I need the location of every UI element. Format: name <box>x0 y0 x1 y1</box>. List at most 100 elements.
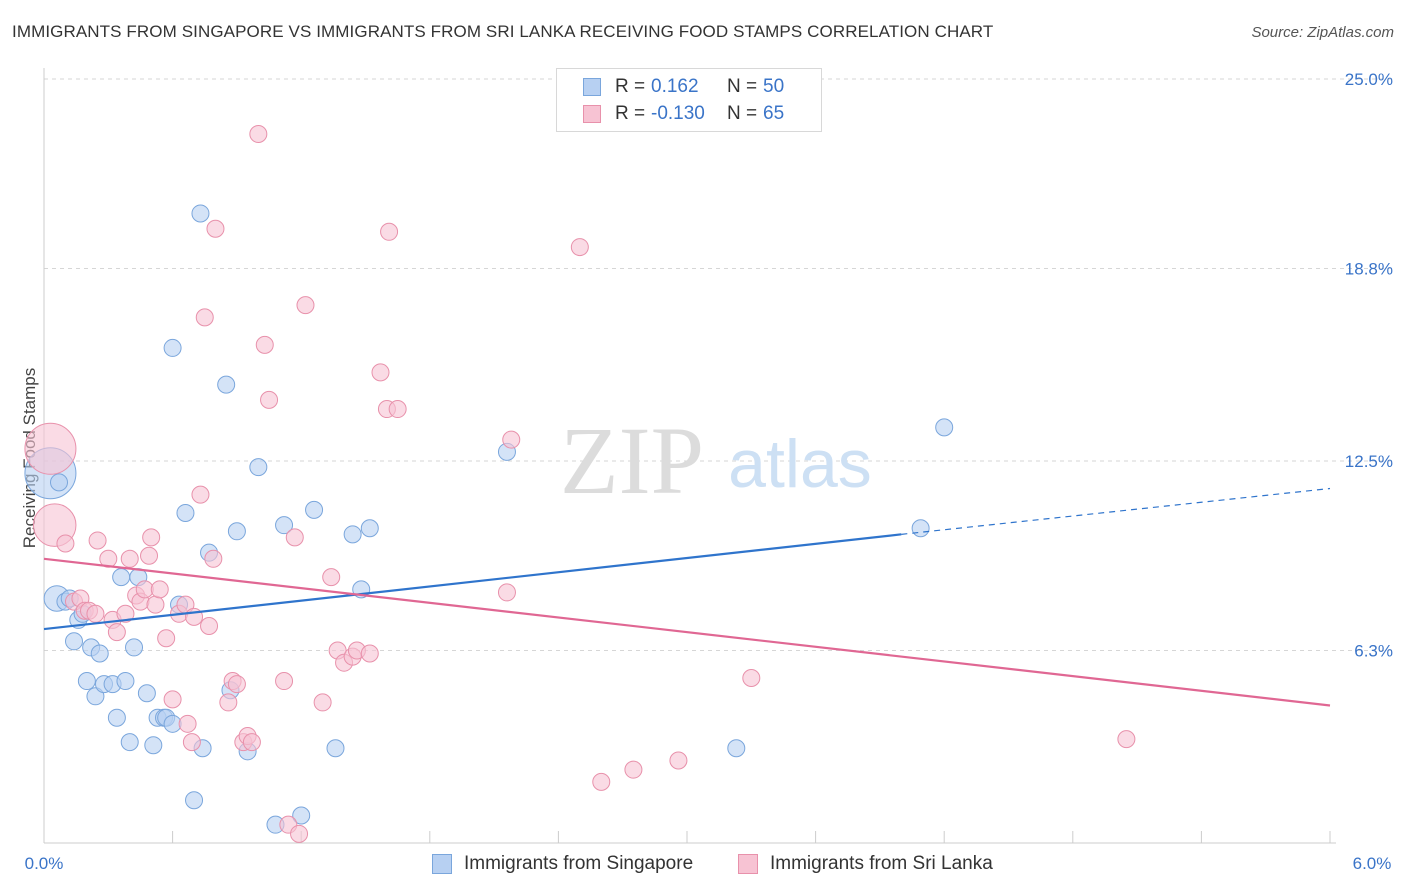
watermark-atlas: atlas <box>728 426 872 502</box>
srilanka-point <box>742 668 761 687</box>
watermark-zip: ZIP <box>560 407 704 514</box>
legend-n-label: N = <box>727 103 758 124</box>
x-tick-label: 6.0% <box>1353 854 1392 873</box>
legend-r-value: -0.130 <box>651 103 705 124</box>
singapore-point <box>107 708 126 727</box>
correlation-legend: R = 0.162 N = 50 R = -0.130 N = 65 <box>556 68 822 132</box>
singapore-trend-extension <box>901 487 1331 535</box>
srilanka-legend-label: Immigrants from Sri Lanka <box>770 853 993 874</box>
srilanka-point <box>120 549 139 568</box>
legend-r-label: R = <box>615 76 646 97</box>
singapore-point <box>935 418 954 437</box>
srilanka-point <box>195 308 214 327</box>
legend-n-value: 50 <box>763 76 785 97</box>
srilanka-point <box>88 531 107 550</box>
srilanka-trend-line <box>43 557 1331 707</box>
srilanka-point <box>360 644 379 663</box>
singapore-point <box>360 519 379 538</box>
srilanka-point <box>285 528 304 547</box>
srilanka-point <box>146 595 165 614</box>
srilanka-swatch <box>583 105 601 123</box>
singapore-point <box>249 458 268 477</box>
y-tick-label: 6.3% <box>1354 641 1393 660</box>
bottom-legend-singapore: Immigrants from Singapore <box>432 852 693 876</box>
singapore-point <box>65 632 84 651</box>
singapore-point <box>191 204 210 223</box>
legend-row-singapore: R = 0.162 N = 50 <box>583 74 784 100</box>
srilanka-point <box>592 772 611 791</box>
legend-n-label: N = <box>727 76 758 97</box>
srilanka-point <box>249 125 268 144</box>
singapore-point <box>125 638 144 657</box>
singapore-point <box>292 806 311 825</box>
srilanka-point <box>206 219 225 238</box>
srilanka-point <box>182 733 201 752</box>
srilanka-point <box>502 430 521 449</box>
srilanka-point <box>219 693 238 712</box>
srilanka-point <box>322 568 341 587</box>
srilanka-point <box>178 714 197 733</box>
srilanka-point <box>296 296 315 315</box>
srilanka-point <box>371 363 390 382</box>
srilanka-point <box>388 400 407 419</box>
singapore-point <box>185 791 204 810</box>
singapore-point <box>112 568 131 587</box>
srilanka-legend-swatch <box>738 854 758 874</box>
srilanka-point <box>200 617 219 636</box>
watermark: ZIP atlas <box>560 407 872 514</box>
x-tick-label: 0.0% <box>25 854 64 873</box>
srilanka-point <box>570 238 589 257</box>
grid-layer <box>44 78 1392 651</box>
chart-title: IMMIGRANTS FROM SINGAPORE VS IMMIGRANTS … <box>12 22 994 41</box>
srilanka-point <box>275 672 294 691</box>
singapore-point <box>163 338 182 357</box>
singapore-point <box>120 733 139 752</box>
singapore-point <box>86 687 105 706</box>
srilanka-point <box>191 485 210 504</box>
singapore-point <box>50 473 69 492</box>
singapore-point <box>116 672 135 691</box>
srilanka-point <box>497 583 516 602</box>
singapore-point <box>911 519 930 538</box>
srilanka-point <box>669 751 688 770</box>
y-tick-label: 12.5% <box>1345 452 1393 471</box>
srilanka-point <box>116 604 135 623</box>
srilanka-point <box>1117 730 1136 749</box>
legend-r-value: 0.162 <box>651 76 699 97</box>
srilanka-point <box>107 623 126 642</box>
singapore-point <box>176 503 195 522</box>
srilanka-point <box>24 422 77 475</box>
singapore-point <box>343 525 362 544</box>
bottom-legend-srilanka: Immigrants from Sri Lanka <box>738 852 993 876</box>
singapore-point <box>227 522 246 541</box>
srilanka-point <box>255 335 274 354</box>
srilanka-point <box>624 760 643 779</box>
srilanka-point <box>380 222 399 241</box>
srilanka-point <box>56 534 75 553</box>
points-layer <box>24 125 1136 843</box>
srilanka-point <box>157 629 176 648</box>
srilanka-point <box>290 824 309 843</box>
srilanka-point <box>204 549 223 568</box>
singapore-point <box>144 736 163 755</box>
trend-layer <box>43 487 1331 707</box>
legend-r-label: R = <box>615 103 646 124</box>
singapore-point <box>305 500 324 519</box>
srilanka-point <box>163 690 182 709</box>
y-tick-label: 25.0% <box>1345 70 1393 89</box>
singapore-legend-swatch <box>432 854 452 874</box>
singapore-point <box>90 644 109 663</box>
singapore-legend-label: Immigrants from Singapore <box>464 853 694 874</box>
singapore-point <box>727 739 746 758</box>
srilanka-point <box>140 546 159 565</box>
srilanka-point <box>142 528 161 547</box>
singapore-point <box>137 684 156 703</box>
srilanka-point <box>86 604 105 623</box>
singapore-point <box>163 714 182 733</box>
legend-n-value: 65 <box>763 103 785 124</box>
singapore-trend-line <box>43 533 902 631</box>
tick-label-layer: 6.3% 12.5% 18.8% 25.0% 0.0% 6.0% <box>25 70 1393 873</box>
srilanka-point <box>150 580 169 599</box>
source-label: Source: ZipAtlas.com <box>1251 24 1394 41</box>
